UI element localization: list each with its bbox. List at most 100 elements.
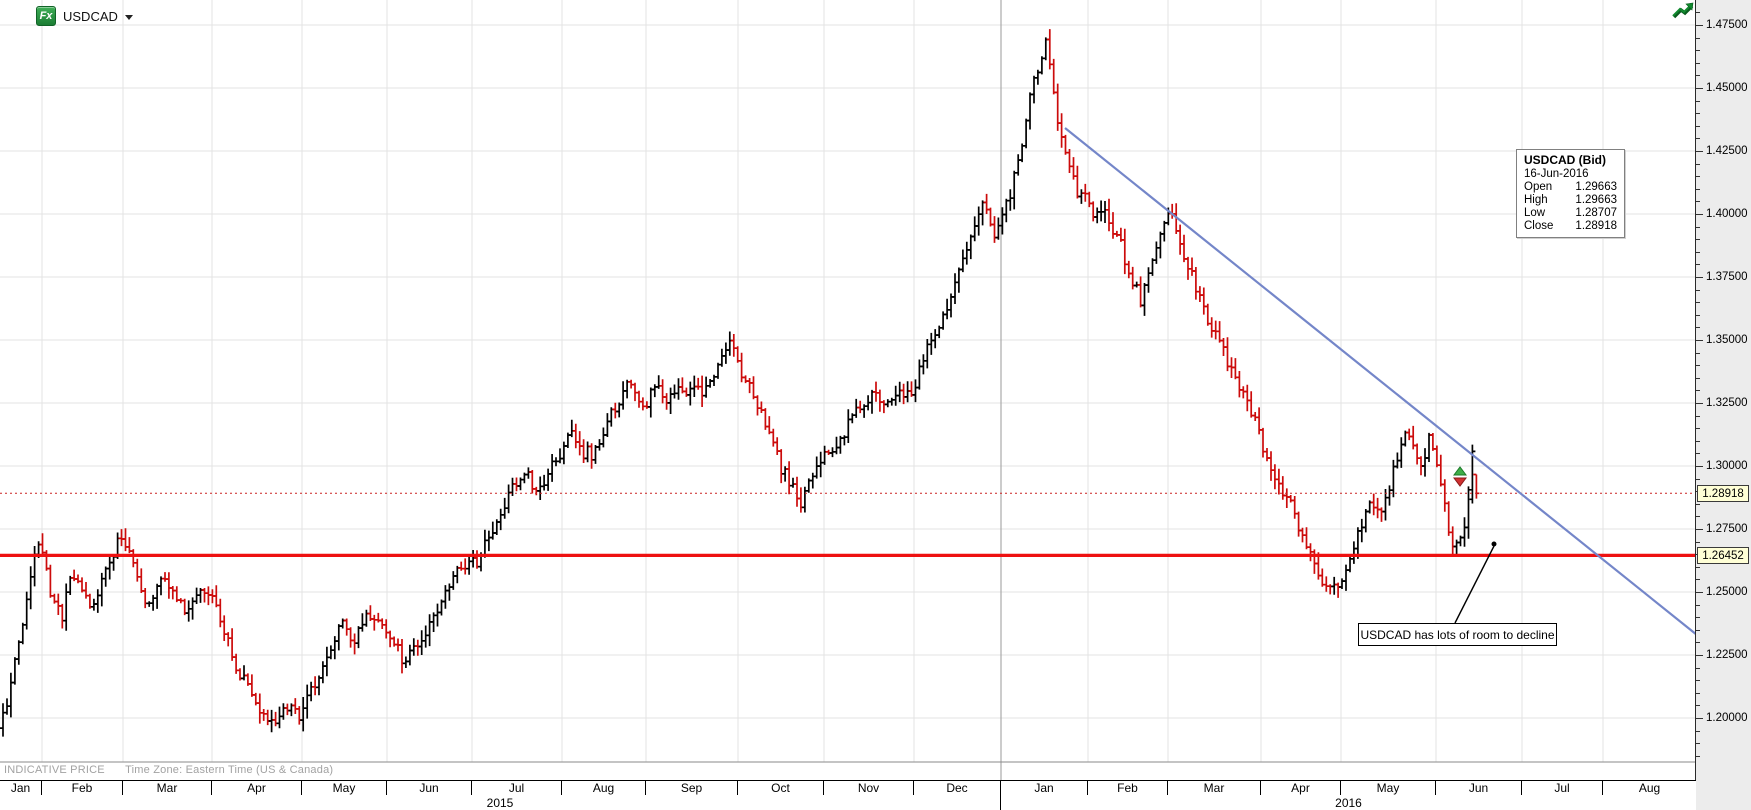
major-tick bbox=[1696, 214, 1703, 215]
minor-tick bbox=[1696, 503, 1700, 505]
year-axis-row: 2015 2016 bbox=[0, 795, 1697, 810]
price-tick-label: 1.32500 bbox=[1706, 397, 1748, 409]
month-cell: Jun bbox=[1436, 781, 1522, 795]
month-cell: Nov bbox=[824, 781, 914, 795]
indicative-price-label: INDICATIVE PRICE bbox=[4, 764, 105, 776]
chevron-down-icon[interactable] bbox=[124, 14, 133, 20]
minor-tick bbox=[1696, 176, 1700, 178]
minor-tick bbox=[1696, 730, 1700, 732]
minor-tick bbox=[1696, 415, 1700, 417]
year-cell: 2016 bbox=[1001, 795, 1697, 810]
price-tick-label: 1.30000 bbox=[1706, 460, 1748, 472]
tooltip-title: USDCAD (Bid) bbox=[1524, 153, 1606, 167]
major-tick bbox=[1696, 655, 1703, 656]
axis-corner bbox=[1696, 780, 1751, 810]
tooltip-row: Close 1.28918 bbox=[1524, 220, 1617, 232]
price-tick-label: 1.35000 bbox=[1706, 334, 1748, 346]
month-cell: Feb bbox=[1088, 781, 1168, 795]
major-tick bbox=[1696, 529, 1703, 530]
horizontal-gridlines bbox=[0, 24, 1696, 719]
month-cell: Jan bbox=[0, 781, 42, 795]
ohlc-bars-layer[interactable] bbox=[0, 29, 1480, 737]
price-chart-canvas bbox=[0, 0, 1696, 810]
minor-tick bbox=[1696, 579, 1700, 581]
minor-tick bbox=[1696, 62, 1700, 64]
minor-tick bbox=[1696, 226, 1700, 228]
month-cell: Apr bbox=[212, 781, 302, 795]
minor-tick bbox=[1696, 541, 1700, 543]
price-tick-label: 1.47500 bbox=[1706, 19, 1748, 31]
minor-tick bbox=[1696, 289, 1700, 291]
major-tick bbox=[1696, 88, 1703, 89]
month-cell: Aug bbox=[562, 781, 646, 795]
month-cell: Jul bbox=[1522, 781, 1603, 795]
minor-tick bbox=[1696, 440, 1700, 442]
minor-tick bbox=[1696, 239, 1700, 241]
growth-arrow-icon[interactable] bbox=[1672, 2, 1694, 19]
month-cell: May bbox=[302, 781, 387, 795]
price-tick-label: 1.42500 bbox=[1706, 145, 1748, 157]
major-tick bbox=[1696, 466, 1703, 467]
month-cell: Sep bbox=[646, 781, 738, 795]
month-cell: Apr bbox=[1261, 781, 1341, 795]
minor-tick bbox=[1696, 377, 1700, 379]
price-tick-label: 1.37500 bbox=[1706, 271, 1748, 283]
minor-tick bbox=[1696, 478, 1700, 480]
minor-tick bbox=[1696, 705, 1700, 707]
month-cell: Jul bbox=[472, 781, 562, 795]
month-cell: Jan bbox=[1001, 781, 1088, 795]
major-tick bbox=[1696, 151, 1703, 152]
minor-tick bbox=[1696, 365, 1700, 367]
minor-tick bbox=[1696, 75, 1700, 77]
month-cell: Feb bbox=[42, 781, 123, 795]
price-level-badge: 1.26452 bbox=[1697, 547, 1749, 565]
price-tick-label: 1.45000 bbox=[1706, 82, 1748, 94]
tooltip-row: Open 1.29663 bbox=[1524, 181, 1617, 193]
minor-tick bbox=[1696, 302, 1700, 304]
month-cell: Aug bbox=[1603, 781, 1697, 795]
tooltip-row: Low 1.28707 bbox=[1524, 207, 1617, 219]
minor-tick bbox=[1696, 327, 1700, 329]
minor-tick bbox=[1696, 264, 1700, 266]
minor-tick bbox=[1696, 100, 1700, 102]
price-level-badge: 1.28918 bbox=[1697, 485, 1749, 503]
symbol-selector[interactable]: Fx USDCAD bbox=[36, 6, 133, 26]
downtrend-trendline[interactable] bbox=[1064, 127, 1696, 636]
major-tick bbox=[1696, 340, 1703, 341]
minor-tick bbox=[1696, 352, 1700, 354]
minor-tick bbox=[1696, 692, 1700, 694]
month-cell: Mar bbox=[1168, 781, 1261, 795]
major-tick bbox=[1696, 277, 1703, 278]
minor-tick bbox=[1696, 12, 1700, 14]
annotation-arrow bbox=[1454, 541, 1497, 624]
major-tick bbox=[1696, 25, 1703, 26]
month-cell: Mar bbox=[123, 781, 212, 795]
major-tick bbox=[1696, 718, 1703, 719]
tooltip-date: 16-Jun-2016 bbox=[1524, 168, 1589, 180]
current-bar-marker bbox=[1453, 466, 1467, 487]
timezone-label: Time Zone: Eastern Time (US & Canada) bbox=[125, 764, 334, 776]
minor-tick bbox=[1696, 251, 1700, 253]
minor-tick bbox=[1696, 743, 1700, 745]
minor-tick bbox=[1696, 453, 1700, 455]
minor-tick bbox=[1696, 188, 1700, 190]
year-cell: 2015 bbox=[0, 795, 1001, 810]
annotation-text-box[interactable]: USDCAD has lots of room to decline bbox=[1358, 623, 1557, 646]
minor-tick bbox=[1696, 667, 1700, 669]
minor-tick bbox=[1696, 390, 1700, 392]
minor-tick bbox=[1696, 680, 1700, 682]
indicative-price-note: INDICATIVE PRICE Time Zone: Eastern Time… bbox=[4, 764, 333, 776]
price-tick-label: 1.40000 bbox=[1706, 208, 1748, 220]
minor-tick bbox=[1696, 113, 1700, 115]
month-cell: Oct bbox=[738, 781, 824, 795]
month-cell: Dec bbox=[914, 781, 1001, 795]
minor-tick bbox=[1696, 604, 1700, 606]
minor-tick bbox=[1696, 516, 1700, 518]
minor-tick bbox=[1696, 617, 1700, 619]
fx-icon: Fx bbox=[36, 6, 56, 26]
annotation-text: USDCAD has lots of room to decline bbox=[1360, 627, 1555, 642]
minor-tick bbox=[1696, 755, 1700, 757]
minor-tick bbox=[1696, 50, 1700, 52]
minor-tick bbox=[1696, 642, 1700, 644]
